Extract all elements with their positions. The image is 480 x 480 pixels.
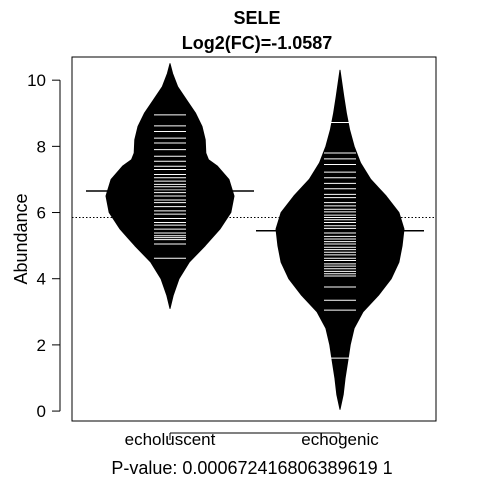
bean-echogenic	[275, 69, 405, 410]
y-tick-label: 0	[37, 402, 46, 421]
y-tick-label: 2	[37, 336, 46, 355]
y-tick-label: 4	[37, 270, 46, 289]
x-tick-label-echogenic: echogenic	[301, 430, 379, 449]
bean-echoluscent	[105, 63, 235, 309]
beans-layer	[72, 63, 436, 410]
plot-frame	[71, 56, 437, 422]
y-tick-label: 8	[37, 137, 46, 156]
x-tick-label-echoluscent: echoluscent	[125, 430, 216, 449]
chart-subtitle: Log2(FC)=-1.0587	[182, 33, 333, 53]
chart-title: SELE	[233, 8, 280, 28]
y-tick-label: 10	[27, 71, 46, 90]
y-axis: 0 2 4 6 8 10	[27, 71, 61, 421]
x-axis: echoluscent echogenic	[125, 430, 380, 449]
y-tick-label: 6	[37, 204, 46, 223]
y-axis-label: Abundance	[11, 193, 31, 284]
x-axis-label: P-value: 0.000672416806389619 1	[111, 458, 392, 478]
